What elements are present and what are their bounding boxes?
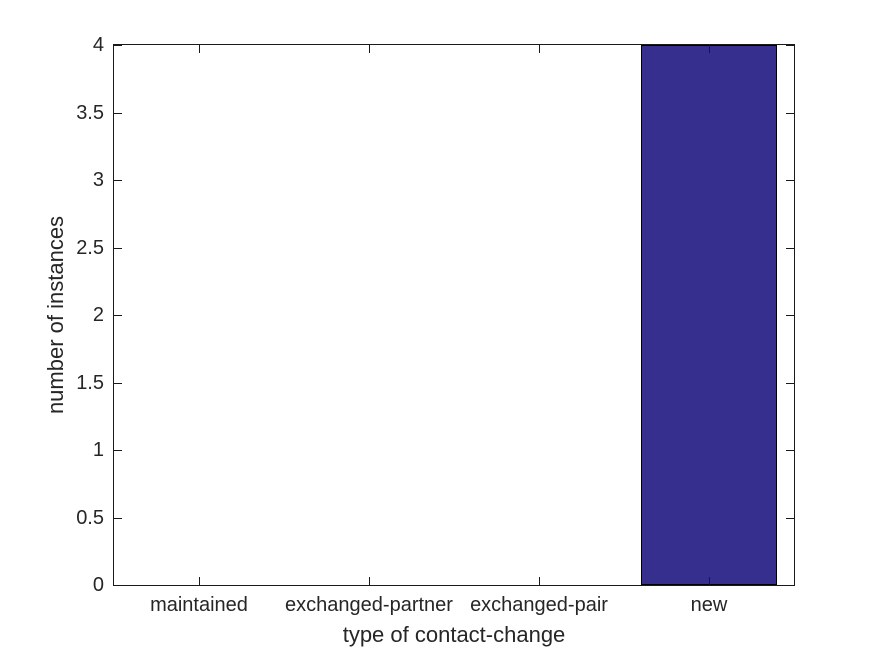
y-tick-mark-right — [786, 450, 794, 451]
y-tick-label: 3.5 — [76, 101, 104, 124]
x-axis-label: type of contact-change — [342, 622, 566, 647]
plot-area: number of instances type of contact-chan… — [43, 35, 795, 646]
y-tick-mark-left — [114, 247, 122, 249]
x-tick-label-exchanged-pair: exchanged-pair — [470, 594, 608, 616]
y-tick-label: 2 — [92, 304, 104, 326]
y-tick-label: 3 — [92, 169, 104, 191]
bar-new — [641, 45, 777, 585]
x-tick-mark-bottom — [369, 577, 370, 585]
x-tick-mark-top — [539, 45, 540, 53]
y-tick-mark-right — [786, 585, 794, 586]
y-tick-mark-right — [786, 45, 794, 46]
y-tick-mark-right — [786, 180, 794, 181]
y-tick-mark-left — [114, 180, 122, 181]
y-axis-label: number of instances — [43, 215, 68, 415]
x-tick-label-new: new — [690, 594, 728, 616]
y-tick-mark-right — [786, 382, 794, 384]
y-tick-mark-left — [114, 450, 122, 451]
y-tick-mark-right — [786, 517, 794, 519]
x-tick-mark-top — [369, 45, 370, 53]
y-tick-mark-left — [114, 112, 122, 114]
y-tick-mark-left — [114, 45, 122, 46]
x-tick-label-maintained: maintained — [150, 594, 248, 616]
y-tick-label: 1 — [92, 439, 104, 461]
y-tick-label: 0.5 — [76, 506, 104, 529]
x-tick-mark-bottom — [199, 577, 200, 585]
y-tick-mark-left — [114, 517, 122, 519]
y-tick-mark-left — [114, 315, 122, 316]
y-tick-mark-left — [114, 382, 122, 384]
y-tick-label: 1.5 — [76, 371, 104, 394]
x-tick-label-exchanged-partner: exchanged-partner — [285, 594, 453, 616]
y-tick-label: 4 — [92, 34, 104, 56]
y-tick-mark-left — [114, 585, 122, 586]
x-tick-mark-bottom — [539, 577, 540, 585]
y-tick-mark-right — [786, 247, 794, 249]
y-tick-mark-right — [786, 315, 794, 316]
y-tick-label: 0 — [92, 574, 104, 596]
y-tick-label: 2.5 — [76, 236, 104, 259]
x-tick-mark-bottom — [709, 577, 710, 585]
x-tick-mark-top — [709, 45, 710, 53]
y-tick-mark-right — [786, 112, 794, 114]
x-tick-mark-top — [199, 45, 200, 53]
